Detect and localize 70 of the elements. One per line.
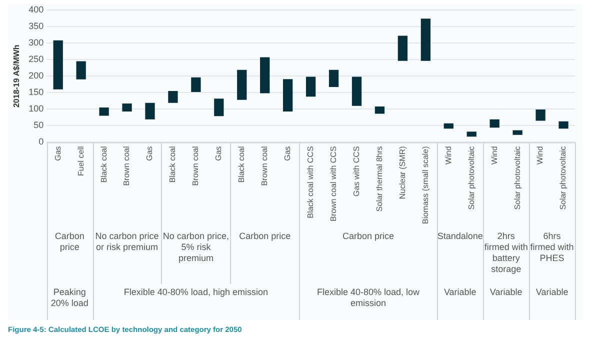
x-tick-label: Gas	[53, 146, 62, 161]
x-tick-label: Wind	[490, 146, 499, 164]
bar	[490, 119, 500, 128]
x-tick-label: Black coal	[237, 146, 246, 183]
y-tick-label: 0	[38, 136, 44, 147]
bar	[53, 40, 63, 90]
bar	[374, 106, 385, 114]
text: 6hrs firmed with PHES	[530, 230, 574, 263]
y-tick-label: 350	[28, 21, 44, 32]
bar	[352, 76, 362, 106]
bar	[122, 104, 132, 112]
x-tick-label: Nuclear (SMR)	[398, 146, 407, 200]
y-tick-label: 150	[28, 87, 44, 98]
x-tick-label: Brown coal	[191, 146, 200, 186]
bar	[99, 108, 109, 116]
y-tick-label: 250	[28, 54, 44, 64]
bar	[398, 36, 408, 61]
y-tick-label: 400	[28, 4, 44, 14]
y-tick-label: 300	[28, 38, 44, 48]
bar	[76, 61, 86, 80]
text: Variable	[490, 286, 522, 297]
bar	[420, 18, 430, 61]
x-tick-label: Fuel cell	[76, 146, 86, 176]
x-tick-label: Brown coal	[122, 146, 132, 186]
text: Flexible 40-80% load, high emission	[124, 286, 268, 297]
x-tick-label: Solar photovoltaic	[512, 146, 522, 210]
y-axis-title: 2018-19 A$/MWh	[12, 44, 22, 108]
x-tick-label: Gas	[214, 146, 224, 161]
x-tick-label: Black coal with CCS	[306, 146, 316, 218]
x-tick-label: Solar photovoltaic	[558, 146, 568, 210]
text: Carbon price	[239, 230, 291, 241]
text: 2hrs firmed with battery storage	[484, 230, 528, 274]
text: No carbon price or risk premium	[95, 230, 159, 252]
x-tick-label: Gas	[145, 146, 154, 161]
x-tick-label: Wind	[536, 146, 545, 164]
bar	[444, 123, 454, 129]
x-tick-label: Brown coal	[260, 146, 270, 186]
x-tick-label: Solar thermal 8hrs	[374, 146, 384, 212]
bar	[466, 132, 476, 137]
bar	[283, 79, 293, 112]
y-tick-label: 50	[34, 120, 44, 130]
x-tick-label: Solar photovoltaic	[466, 146, 476, 210]
text: Standalone	[437, 230, 483, 241]
bar	[237, 70, 247, 100]
x-tick-label: Brown coal with CCS	[328, 146, 338, 222]
bar	[558, 121, 568, 129]
text: Variable	[444, 286, 476, 297]
text: No carbon price, 5% risk premium	[162, 230, 229, 263]
x-tick-label: Gas	[283, 146, 292, 161]
bar	[512, 130, 522, 135]
x-tick-label: Biomass (small scale)	[420, 146, 430, 224]
x-tick-label: Black coal	[168, 146, 178, 183]
x-tick-label: Black coal	[99, 146, 108, 183]
y-tick-label: 100	[28, 104, 44, 114]
bar	[306, 76, 316, 97]
x-tick-label: Gas with CCS	[352, 146, 361, 196]
text: Carbon price	[342, 230, 394, 241]
text: Peaking 20% load	[50, 286, 88, 308]
bar	[191, 77, 201, 92]
text: Flexible 40-80% load, low emission	[316, 286, 420, 308]
text: Variable	[536, 286, 568, 297]
bar	[145, 102, 155, 120]
bar	[214, 98, 224, 116]
bar	[168, 90, 178, 103]
x-tick-label: Wind	[444, 146, 453, 164]
bar	[260, 57, 270, 94]
y-tick-label: 200	[28, 70, 44, 81]
bar	[328, 70, 339, 88]
text: Carbon price	[54, 230, 84, 252]
bar	[536, 109, 546, 121]
